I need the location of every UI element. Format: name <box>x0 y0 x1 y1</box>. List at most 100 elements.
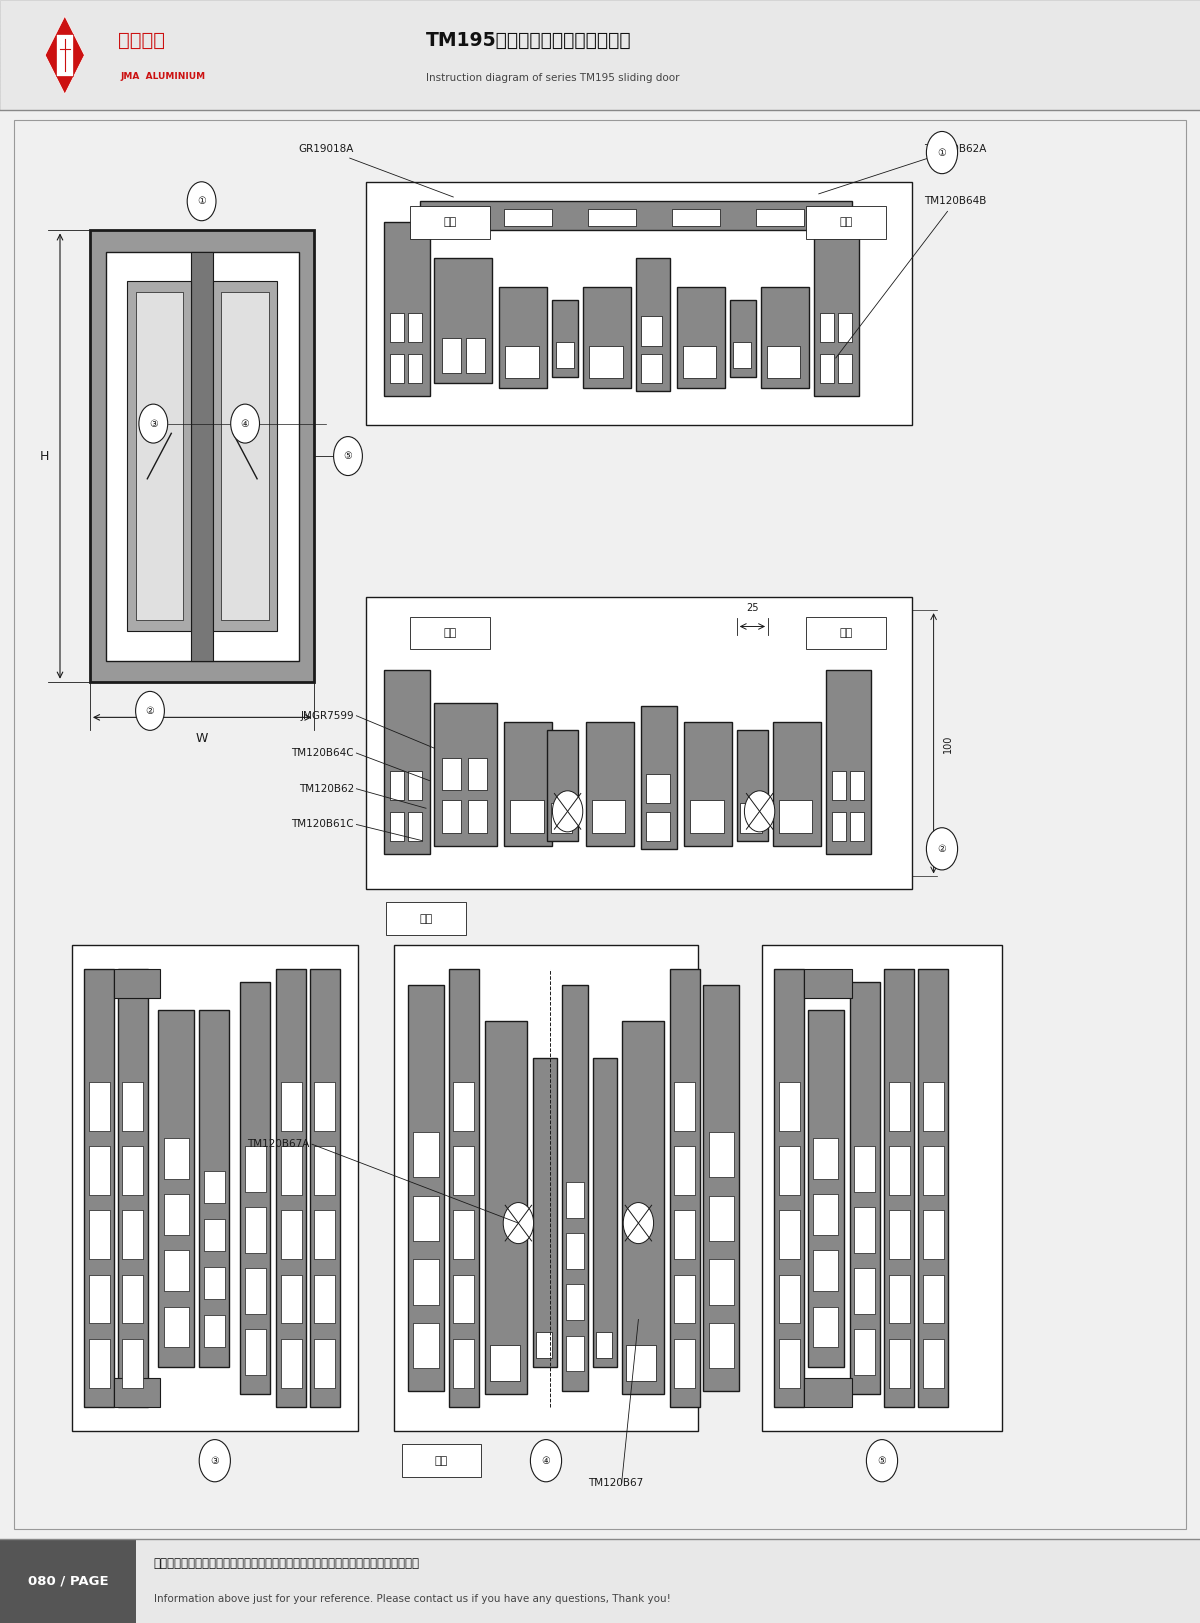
Bar <box>779 1339 799 1388</box>
Bar <box>245 1268 265 1313</box>
Bar <box>314 1146 335 1195</box>
Bar <box>547 730 578 841</box>
Text: TM120B64C: TM120B64C <box>292 748 354 758</box>
Bar <box>390 313 404 342</box>
Bar <box>72 945 358 1431</box>
Text: ③: ③ <box>149 419 157 428</box>
Bar <box>767 346 800 378</box>
Bar <box>804 969 852 998</box>
Text: 室外: 室外 <box>839 217 853 227</box>
Bar <box>854 1208 875 1253</box>
Bar <box>565 1182 584 1217</box>
Bar <box>677 287 725 388</box>
Circle shape <box>552 790 583 833</box>
Bar <box>410 617 490 649</box>
Bar <box>499 287 547 388</box>
Bar <box>281 1211 301 1259</box>
Bar <box>245 1146 265 1191</box>
Bar <box>449 969 479 1407</box>
Text: ③: ③ <box>210 1456 220 1466</box>
Bar <box>442 758 461 790</box>
Bar <box>536 1332 552 1358</box>
Bar <box>773 722 821 846</box>
Bar <box>592 800 625 833</box>
Bar <box>366 597 912 889</box>
Bar <box>850 982 880 1394</box>
Bar <box>826 670 871 854</box>
Bar <box>510 800 544 833</box>
Bar <box>390 771 404 800</box>
Bar <box>394 945 698 1431</box>
Bar <box>222 292 269 620</box>
Bar <box>314 1274 335 1323</box>
Bar <box>533 1058 557 1367</box>
Bar <box>740 803 762 833</box>
Bar <box>204 1315 224 1347</box>
Bar <box>820 354 834 383</box>
Text: ⑤: ⑤ <box>343 451 353 461</box>
Bar <box>432 209 480 226</box>
Bar <box>163 1138 190 1178</box>
Bar <box>413 1196 439 1242</box>
Bar <box>84 969 114 1407</box>
Bar <box>923 1211 943 1259</box>
Bar <box>0 0 1200 110</box>
Text: 室内: 室内 <box>443 628 457 638</box>
Bar <box>889 1083 910 1131</box>
Bar <box>413 1323 439 1368</box>
Bar <box>454 1083 474 1131</box>
Bar <box>806 206 886 239</box>
Bar <box>199 1010 229 1367</box>
Circle shape <box>926 828 958 870</box>
Bar <box>646 774 670 803</box>
Bar <box>850 771 864 800</box>
Bar <box>733 342 751 368</box>
Text: 080 / PAGE: 080 / PAGE <box>28 1574 109 1587</box>
Bar <box>410 206 490 239</box>
Bar <box>674 1211 695 1259</box>
Bar <box>468 758 487 790</box>
Text: 室内: 室内 <box>443 217 457 227</box>
Bar <box>850 812 864 841</box>
Bar <box>122 1083 143 1131</box>
Bar <box>838 313 852 342</box>
Bar <box>762 945 1002 1431</box>
Bar <box>89 1146 109 1195</box>
Bar <box>670 969 700 1407</box>
Circle shape <box>623 1203 654 1243</box>
Bar <box>276 969 306 1407</box>
Bar <box>485 1021 527 1394</box>
Bar <box>408 354 422 383</box>
Bar <box>114 969 160 998</box>
Text: ④: ④ <box>541 1456 551 1466</box>
Bar <box>504 722 552 846</box>
Circle shape <box>334 437 362 476</box>
Text: ⑤: ⑤ <box>877 1456 887 1466</box>
Bar <box>814 222 859 396</box>
Bar <box>384 670 430 854</box>
Bar <box>565 1284 584 1319</box>
Bar <box>641 354 662 383</box>
Bar <box>314 1339 335 1388</box>
Bar <box>408 985 444 1391</box>
Circle shape <box>136 691 164 730</box>
Bar <box>122 1146 143 1195</box>
Bar <box>505 346 539 378</box>
Bar <box>314 1083 335 1131</box>
Bar <box>832 812 846 841</box>
Text: 图中所示型材截面、装配、编号、尺寸及重量仅供参考。如有疑问，请向本公司查询。: 图中所示型材截面、装配、编号、尺寸及重量仅供参考。如有疑问，请向本公司查询。 <box>154 1558 420 1571</box>
Bar <box>646 812 670 841</box>
Text: TM120B62: TM120B62 <box>299 784 354 794</box>
Bar <box>923 1083 943 1131</box>
Circle shape <box>866 1440 898 1482</box>
Bar <box>854 1268 875 1313</box>
Bar <box>402 1444 481 1477</box>
Bar <box>192 252 214 661</box>
Bar <box>106 252 299 661</box>
Bar <box>390 354 404 383</box>
Bar <box>504 209 552 226</box>
Bar <box>596 1332 612 1358</box>
Bar <box>556 342 574 368</box>
Text: 室外: 室外 <box>839 628 853 638</box>
Bar <box>814 1307 839 1347</box>
